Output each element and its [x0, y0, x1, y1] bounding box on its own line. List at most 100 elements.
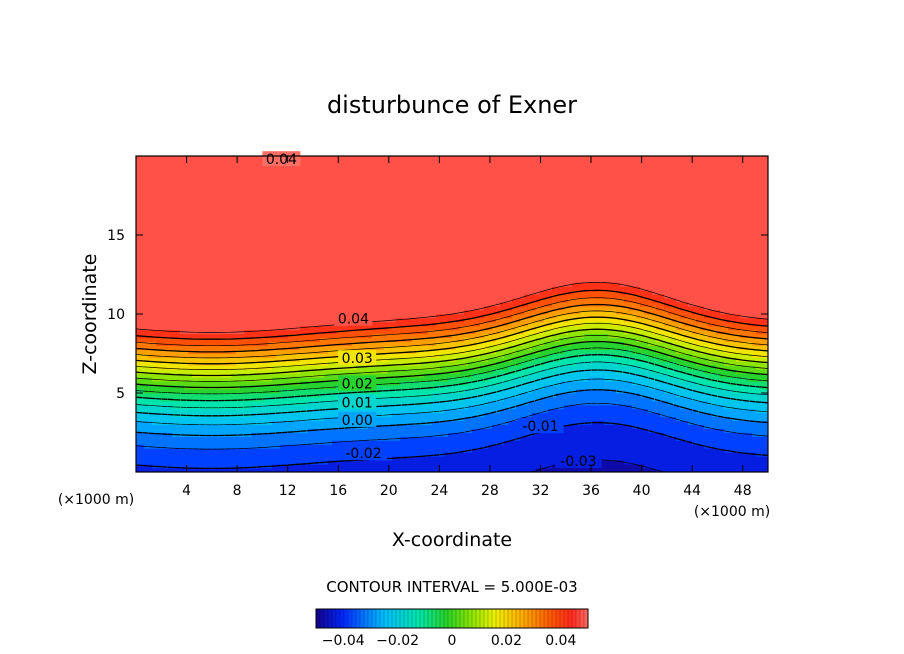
color-band-cell — [372, 373, 377, 378]
color-band-cell — [284, 171, 289, 177]
color-band-cell — [216, 333, 221, 339]
color-band-cell — [184, 408, 189, 414]
color-band-cell — [168, 436, 173, 441]
color-band-cell — [364, 219, 369, 224]
color-band-cell — [300, 432, 305, 437]
color-band-cell — [208, 440, 213, 445]
color-band-cell — [380, 199, 385, 204]
color-band-cell — [176, 337, 181, 343]
color-band-cell — [364, 258, 369, 264]
color-band-cell — [328, 187, 333, 192]
color-band-cell — [344, 227, 349, 232]
color-band-cell — [160, 282, 165, 287]
color-band-cell — [204, 171, 209, 177]
color-band-cell — [292, 219, 297, 224]
color-band-cell — [144, 203, 149, 208]
color-band-cell — [264, 325, 269, 331]
color-band-cell — [372, 302, 377, 307]
color-band-cell — [160, 377, 165, 382]
color-band-cell — [272, 278, 277, 283]
color-band-cell — [208, 377, 213, 382]
color-band-cell — [260, 246, 265, 252]
color-band-cell — [140, 227, 145, 232]
color-band-cell — [352, 171, 357, 177]
color-band-cell — [148, 373, 153, 378]
color-band-cell — [156, 353, 161, 358]
color-band-cell — [240, 464, 245, 469]
color-band-cell — [240, 310, 245, 315]
color-band-cell — [152, 302, 157, 307]
color-band-cell — [296, 195, 301, 200]
color-band-cell — [244, 408, 249, 414]
color-band-cell — [296, 266, 301, 271]
color-band-cell — [352, 199, 357, 204]
color-band-cell — [196, 211, 201, 216]
color-band-cell — [244, 266, 249, 271]
color-band-cell — [172, 179, 177, 185]
color-band-cell — [176, 302, 181, 307]
color-band-cell — [200, 381, 205, 386]
color-band-cell — [160, 456, 165, 461]
color-band-cell — [352, 156, 357, 161]
color-band-cell — [180, 377, 185, 382]
color-band-cell — [156, 191, 161, 196]
color-band-cell — [304, 369, 309, 374]
color-band-cell — [252, 187, 257, 192]
color-band-cell — [260, 310, 265, 315]
color-band-cell — [336, 223, 341, 228]
color-band-cell — [196, 179, 201, 185]
color-band-cell — [280, 294, 285, 299]
color-band-cell — [188, 235, 193, 240]
color-band-cell — [172, 227, 177, 232]
color-band-cell — [144, 452, 149, 457]
color-band-cell — [296, 456, 301, 461]
color-band-cell — [260, 317, 265, 323]
color-band-cell — [208, 432, 213, 437]
color-band-cell — [328, 227, 333, 232]
color-band-cell — [140, 432, 145, 437]
color-band-cell — [208, 254, 213, 260]
color-band-cell — [144, 440, 149, 445]
color-band-cell — [200, 167, 205, 173]
color-band-cell — [160, 321, 165, 327]
color-band-cell — [180, 175, 185, 181]
color-band-cell — [160, 238, 165, 244]
color-band-cell — [164, 270, 169, 275]
color-band-cell — [312, 412, 317, 418]
color-band-cell — [200, 246, 205, 252]
color-band-cell — [296, 400, 301, 406]
color-band-cell — [156, 337, 161, 343]
color-band-cell — [296, 452, 301, 457]
color-band-cell — [264, 349, 269, 354]
color-band-cell — [316, 156, 321, 161]
color-band-cell — [380, 314, 385, 319]
color-band-cell — [352, 250, 357, 256]
color-band-cell — [168, 179, 173, 185]
color-band-cell — [228, 246, 233, 252]
color-band-cell — [140, 341, 145, 346]
color-band-cell — [244, 306, 249, 311]
color-band-cell — [272, 219, 277, 224]
color-band-cell — [136, 195, 141, 200]
color-band-cell — [320, 341, 325, 346]
color-band-cell — [196, 420, 201, 425]
color-band-cell — [168, 464, 173, 469]
color-band-cell — [144, 460, 149, 465]
color-band-cell — [164, 306, 169, 311]
color-band-cell — [336, 187, 341, 192]
color-band-cell — [160, 223, 165, 228]
color-band-cell — [176, 420, 181, 425]
color-band-cell — [200, 468, 205, 472]
color-band-cell — [228, 460, 233, 465]
color-band-cell — [344, 302, 349, 307]
color-band-cell — [208, 231, 213, 236]
color-band-cell — [204, 191, 209, 196]
color-band-cell — [288, 286, 293, 291]
color-band-cell — [196, 357, 201, 362]
color-band-cell — [316, 274, 321, 279]
color-band-cell — [220, 215, 225, 220]
color-band-cell — [280, 468, 285, 472]
color-band-cell — [220, 203, 225, 208]
color-band-cell — [328, 215, 333, 220]
color-band-cell — [168, 310, 173, 315]
